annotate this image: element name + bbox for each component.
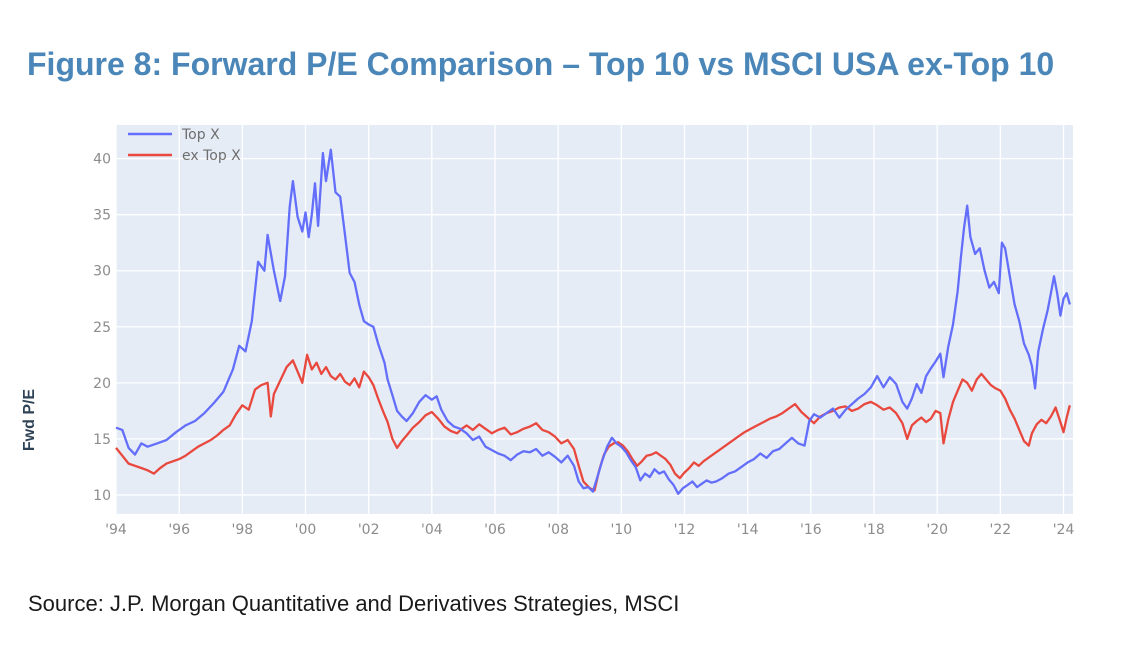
- legend-label-top-x: Top X: [181, 127, 220, 143]
- chart-container: '94 '96 '98 '00 '02 '04 '06 '08 '10 '12 '14 '16 '18 '…: [0, 100, 1128, 560]
- x-tick-label: '24: [1053, 522, 1075, 538]
- x-tick-label: '10: [611, 522, 633, 538]
- figure-title: Figure 8: Forward P/E Comparison – Top 1…: [27, 46, 1055, 82]
- line-chart: '94 '96 '98 '00 '02 '04 '06 '08 '10 '12 '14 '16 '18 '…: [93, 125, 1075, 538]
- y-tick-label: 40: [93, 152, 111, 168]
- source-note: Source: J.P. Morgan Quantitative and Der…: [28, 591, 680, 616]
- x-tick-label: '22: [990, 522, 1012, 538]
- series-line-ex-top-x: [115, 353, 1071, 492]
- plot-background: [116, 125, 1073, 514]
- x-tick-label: '18: [863, 522, 885, 538]
- x-tick-label: '20: [926, 522, 948, 538]
- x-tick-label: '12: [674, 522, 696, 538]
- x-tick-label: '06: [484, 522, 506, 538]
- x-tick-label: '14: [737, 522, 759, 538]
- x-tick-label: '04: [421, 522, 443, 538]
- y-tick-label: 30: [93, 264, 111, 280]
- y-tick-label: 10: [93, 488, 111, 504]
- y-tick-label: 25: [93, 320, 111, 336]
- legend-label-ex-top-x: ex Top X: [182, 148, 241, 164]
- y-tick-label: 20: [93, 376, 111, 392]
- x-tick-label: '00: [295, 522, 317, 538]
- y-tick-label: 15: [93, 432, 111, 448]
- x-tick-label: '94: [105, 522, 127, 538]
- x-tick-label: '08: [547, 522, 569, 538]
- x-tick-label: '98: [232, 522, 254, 538]
- y-tick-label: 35: [93, 208, 111, 224]
- x-tick-label: '96: [168, 522, 190, 538]
- y-axis-label: Fwd P/E: [21, 388, 38, 452]
- x-tick-label: '02: [358, 522, 380, 538]
- series-line-top-x: [115, 148, 1071, 495]
- x-tick-label: '16: [800, 522, 822, 538]
